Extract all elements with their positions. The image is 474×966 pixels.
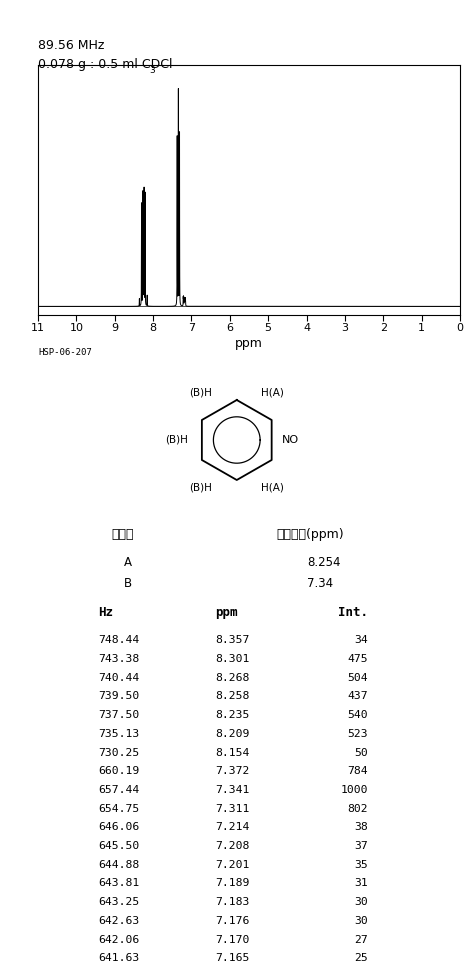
Text: 1000: 1000 [341,785,368,795]
Text: 8.258: 8.258 [216,692,250,701]
Text: 34: 34 [355,636,368,645]
Text: 化学位移(ppm): 化学位移(ppm) [277,528,344,541]
Text: 643.81: 643.81 [98,878,139,889]
Text: 645.50: 645.50 [98,841,139,851]
Text: (B)H: (B)H [189,482,212,493]
Text: 7.183: 7.183 [216,897,250,907]
Text: 660.19: 660.19 [98,766,139,777]
Text: 7.311: 7.311 [216,804,250,813]
Text: 8.209: 8.209 [216,729,250,739]
Text: 748.44: 748.44 [98,636,139,645]
Text: 7.189: 7.189 [216,878,250,889]
Text: 标记氢: 标记氢 [111,528,133,541]
Text: 37: 37 [355,841,368,851]
Text: 646.06: 646.06 [98,822,139,833]
Text: 523: 523 [347,729,368,739]
Text: 737.50: 737.50 [98,710,139,721]
Text: 643.25: 643.25 [98,897,139,907]
Text: 27: 27 [355,934,368,945]
Text: 740.44: 740.44 [98,672,139,683]
Text: 30: 30 [355,916,368,925]
Text: 31: 31 [355,878,368,889]
Text: 642.06: 642.06 [98,934,139,945]
Text: 730.25: 730.25 [98,748,139,757]
Text: 8.268: 8.268 [216,672,250,683]
Text: NO: NO [282,435,299,445]
Text: 7.201: 7.201 [216,860,250,869]
Text: 644.88: 644.88 [98,860,139,869]
Text: 784: 784 [347,766,368,777]
Text: (B)H: (B)H [165,435,188,445]
Text: 540: 540 [347,710,368,721]
Text: ppm: ppm [216,606,238,619]
Text: 739.50: 739.50 [98,692,139,701]
Text: 642.63: 642.63 [98,916,139,925]
Text: 50: 50 [355,748,368,757]
Text: 504: 504 [347,672,368,683]
X-axis label: ppm: ppm [235,337,263,351]
Text: 38: 38 [355,822,368,833]
Text: 30: 30 [355,897,368,907]
Text: H(A): H(A) [261,387,284,398]
Text: B: B [124,578,132,590]
Text: 25: 25 [355,953,368,963]
Text: 641.63: 641.63 [98,953,139,963]
Text: 8.301: 8.301 [216,654,250,664]
Text: HSP-06-207: HSP-06-207 [38,348,91,357]
Text: 7.170: 7.170 [216,934,250,945]
Text: 8.235: 8.235 [216,710,250,721]
Text: 8.254: 8.254 [307,555,341,569]
Text: (B)H: (B)H [189,387,212,398]
Text: 7.34: 7.34 [307,578,333,590]
Text: 654.75: 654.75 [98,804,139,813]
Text: 735.13: 735.13 [98,729,139,739]
Text: 8.154: 8.154 [216,748,250,757]
Text: 7.165: 7.165 [216,953,250,963]
Text: 8.357: 8.357 [216,636,250,645]
Text: 657.44: 657.44 [98,785,139,795]
Text: 475: 475 [347,654,368,664]
Text: 7.176: 7.176 [216,916,250,925]
Text: 437: 437 [347,692,368,701]
Text: 802: 802 [347,804,368,813]
Text: Hz: Hz [98,606,113,619]
Text: 3: 3 [149,67,155,75]
Text: 743.38: 743.38 [98,654,139,664]
Text: 7.372: 7.372 [216,766,250,777]
Text: Int.: Int. [338,606,368,619]
Text: 7.341: 7.341 [216,785,250,795]
Text: 35: 35 [355,860,368,869]
Text: H(A): H(A) [261,482,284,493]
Text: 89.56 MHz: 89.56 MHz [38,40,104,52]
Text: 7.214: 7.214 [216,822,250,833]
Text: 0.078 g : 0.5 ml CDCl: 0.078 g : 0.5 ml CDCl [38,58,173,71]
Text: 7.208: 7.208 [216,841,250,851]
Text: A: A [124,555,132,569]
